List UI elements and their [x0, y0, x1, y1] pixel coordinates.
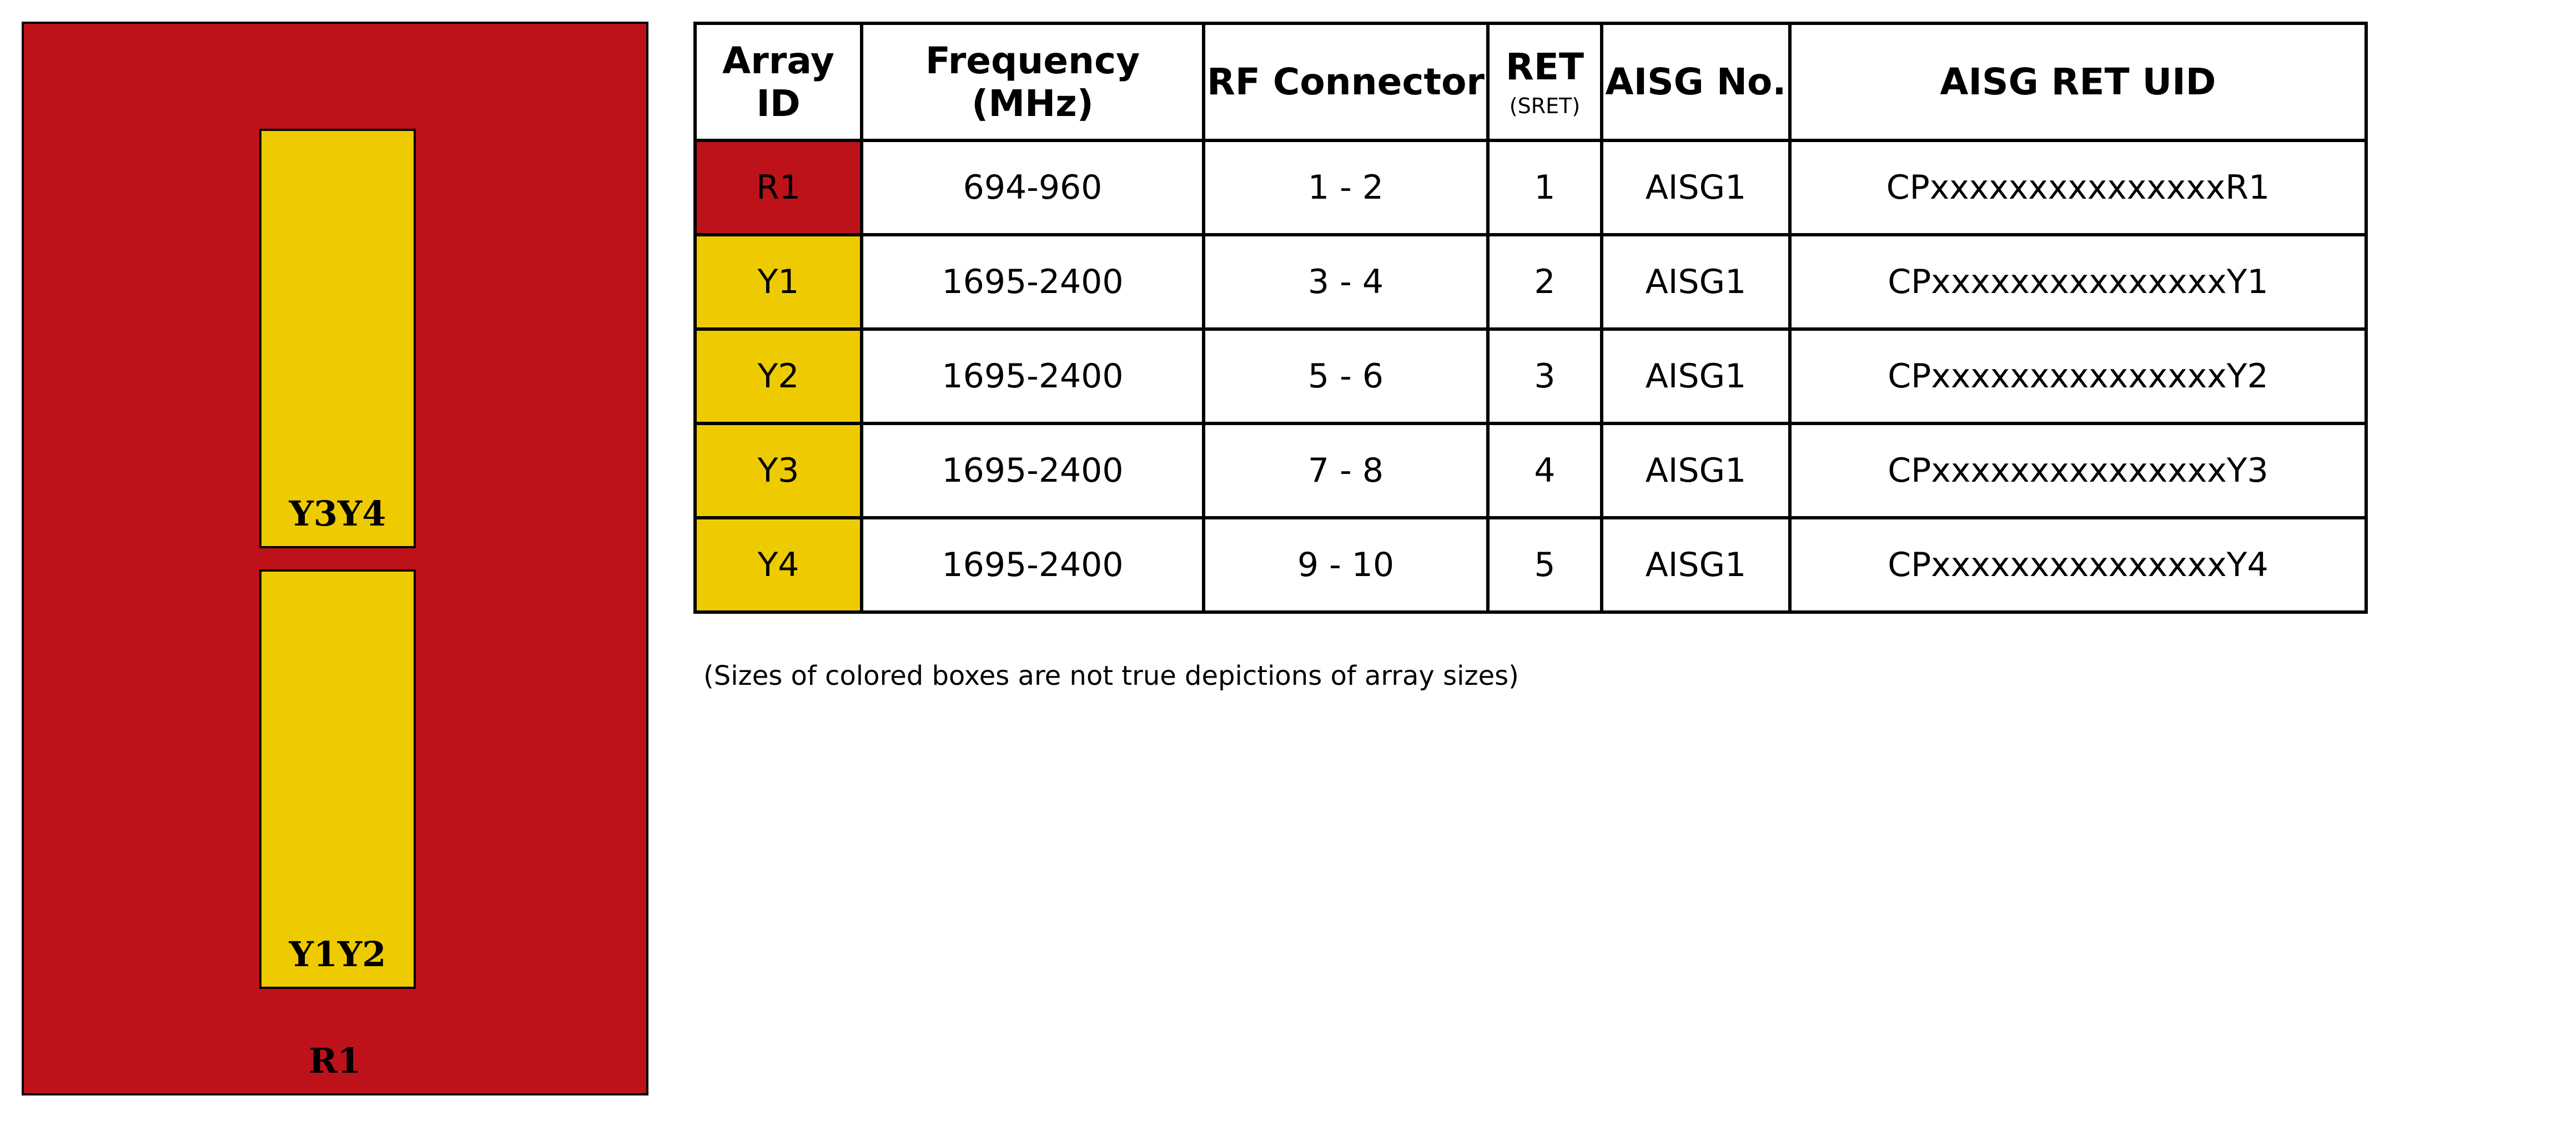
- cell-array-id: Y2: [693, 327, 863, 425]
- array-label-y3y4: Y3Y4: [289, 493, 386, 534]
- cell-ret: 4: [1486, 422, 1603, 519]
- cell-frequency: 1695-2400: [860, 327, 1205, 425]
- cell-aisg-no: AISG1: [1600, 233, 1792, 331]
- array-label-y1y2: Y1Y2: [289, 934, 386, 974]
- cell-aisg-uid: CPxxxxxxxxxxxxxxxY4: [1788, 516, 2368, 614]
- cell-aisg-no: AISG1: [1600, 516, 1792, 614]
- cell-aisg-no: AISG1: [1600, 139, 1792, 236]
- cell-ret: 1: [1486, 139, 1603, 236]
- cell-aisg-uid: CPxxxxxxxxxxxxxxxR1: [1788, 139, 2368, 236]
- array-table: Array ID Frequency (MHz) RF Connector RE…: [693, 22, 2368, 614]
- table-row: Y4 1695-2400 9 - 10 5 AISG1 CPxxxxxxxxxxxxxxx…: [693, 516, 2368, 614]
- cell-rf-connector: 3 - 4: [1202, 233, 1490, 331]
- table-row: Y1 1695-2400 3 - 4 2 AISG1 CPxxxxxxxxxxxxxxxY…: [693, 233, 2368, 331]
- table-row: Y2 1695-2400 5 - 6 3 AISG1 CPxxxxxxxxxxxxxxxY…: [693, 327, 2368, 425]
- cell-frequency: 694-960: [860, 139, 1205, 236]
- cell-ret: 3: [1486, 327, 1603, 425]
- cell-aisg-no: AISG1: [1600, 327, 1792, 425]
- footnote: (Sizes of colored boxes are not true dep…: [703, 660, 1519, 691]
- cell-aisg-uid: CPxxxxxxxxxxxxxxxY3: [1788, 422, 2368, 519]
- header-ret-sub: (SRET): [1509, 94, 1581, 118]
- header-rf-connector: RF Connector: [1202, 22, 1490, 142]
- cell-frequency: 1695-2400: [860, 516, 1205, 614]
- cell-ret: 5: [1486, 516, 1603, 614]
- cell-array-id: Y1: [693, 233, 863, 331]
- cell-frequency: 1695-2400: [860, 233, 1205, 331]
- header-ret: RET (SRET): [1486, 22, 1603, 142]
- cell-rf-connector: 1 - 2: [1202, 139, 1490, 236]
- cell-array-id: Y4: [693, 516, 863, 614]
- cell-aisg-uid: CPxxxxxxxxxxxxxxxY2: [1788, 327, 2368, 425]
- header-frequency: Frequency (MHz): [860, 22, 1205, 142]
- header-aisg-no: AISG No.: [1600, 22, 1792, 142]
- cell-rf-connector: 9 - 10: [1202, 516, 1490, 614]
- cell-ret: 2: [1486, 233, 1603, 331]
- antenna-array-r1: Y3Y4 Y1Y2 R1: [22, 22, 648, 1095]
- array-label-r1: R1: [309, 1041, 361, 1081]
- cell-aisg-uid: CPxxxxxxxxxxxxxxxY1: [1788, 233, 2368, 331]
- table-row: R1 694-960 1 - 2 1 AISG1 CPxxxxxxxxxxxxxxxR1: [693, 139, 2368, 236]
- array-block-y3y4: Y3Y4: [259, 129, 416, 548]
- header-aisg-uid: AISG RET UID: [1788, 22, 2368, 142]
- cell-rf-connector: 7 - 8: [1202, 422, 1490, 519]
- cell-frequency: 1695-2400: [860, 422, 1205, 519]
- cell-array-id: R1: [693, 139, 863, 236]
- table-header-row: Array ID Frequency (MHz) RF Connector RE…: [693, 22, 2368, 142]
- table-row: Y3 1695-2400 7 - 8 4 AISG1 CPxxxxxxxxxxxxxxxY…: [693, 422, 2368, 519]
- header-array-id: Array ID: [693, 22, 863, 142]
- cell-aisg-no: AISG1: [1600, 422, 1792, 519]
- array-block-y1y2: Y1Y2: [259, 569, 416, 989]
- cell-array-id: Y3: [693, 422, 863, 519]
- header-ret-label: RET: [1506, 46, 1584, 88]
- cell-rf-connector: 5 - 6: [1202, 327, 1490, 425]
